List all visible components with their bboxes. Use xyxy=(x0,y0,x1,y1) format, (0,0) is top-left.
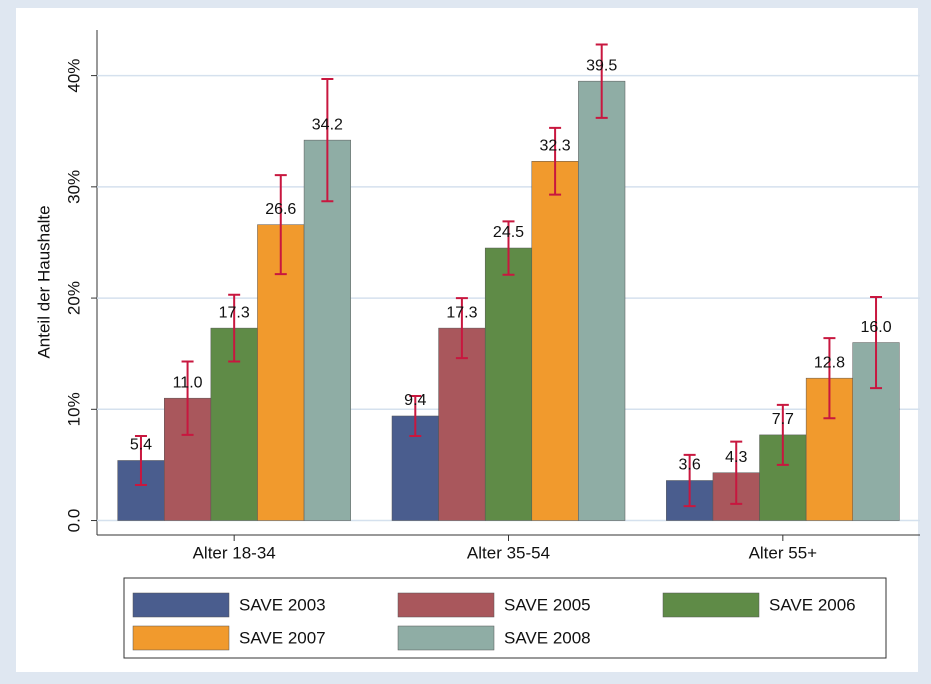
data-label: 17.3 xyxy=(446,304,477,321)
error-bar xyxy=(683,453,696,508)
y-tick-label: 20% xyxy=(64,281,83,315)
data-label: 26.6 xyxy=(265,201,296,218)
legend-swatch xyxy=(132,625,230,651)
error-bar xyxy=(870,295,883,390)
data-label: 34.2 xyxy=(312,116,343,133)
error-bar xyxy=(409,394,422,438)
x-tick-label: Alter 55+ xyxy=(749,543,818,562)
y-tick-label: 10% xyxy=(64,392,83,426)
y-tick-label: 40% xyxy=(64,59,83,93)
error-bar xyxy=(181,360,194,436)
error-bar xyxy=(134,435,147,486)
legend-swatch xyxy=(662,592,760,618)
bar xyxy=(484,247,533,521)
error-bar xyxy=(274,174,287,276)
data-label: 11.0 xyxy=(173,374,203,391)
error-bar xyxy=(455,297,468,360)
data-label: 7.7 xyxy=(772,411,794,428)
legend-label: SAVE 2006 xyxy=(769,595,856,614)
data-label: 9.4 xyxy=(404,392,426,409)
data-label: 3.6 xyxy=(679,457,701,474)
x-tick-label: Alter 18-34 xyxy=(193,543,276,562)
data-label: 4.3 xyxy=(725,449,747,466)
legend-label: SAVE 2003 xyxy=(239,595,326,614)
error-bar xyxy=(776,403,789,466)
y-axis-title: Anteil der Haushalte xyxy=(34,205,53,358)
x-tick-label: Alter 35-54 xyxy=(467,543,550,562)
data-label: 16.0 xyxy=(860,319,891,336)
data-label: 32.3 xyxy=(540,137,571,154)
legend-swatch xyxy=(397,625,495,651)
legend-box xyxy=(123,577,887,659)
error-bar xyxy=(228,293,241,363)
bar xyxy=(303,139,351,521)
y-tick-label: 0.0 xyxy=(64,509,83,533)
error-bar xyxy=(823,337,836,420)
legend-swatch xyxy=(397,592,495,618)
error-bar xyxy=(595,43,608,119)
y-tick-label: 30% xyxy=(64,170,83,204)
data-label: 5.4 xyxy=(130,437,152,454)
error-bar xyxy=(730,440,743,505)
error-bar xyxy=(549,126,562,196)
legend-label: SAVE 2008 xyxy=(504,628,591,647)
bar xyxy=(438,327,486,521)
data-label: 39.5 xyxy=(586,57,617,74)
bar xyxy=(578,80,626,521)
data-label: 24.5 xyxy=(493,224,524,241)
legend-label: SAVE 2007 xyxy=(239,628,326,647)
bar xyxy=(531,161,579,521)
error-bar xyxy=(321,77,334,203)
error-bar xyxy=(502,220,515,276)
legend-label: SAVE 2005 xyxy=(504,595,591,614)
legend-swatch xyxy=(132,592,230,618)
data-label: 17.3 xyxy=(219,304,250,321)
data-label: 12.8 xyxy=(814,354,845,371)
